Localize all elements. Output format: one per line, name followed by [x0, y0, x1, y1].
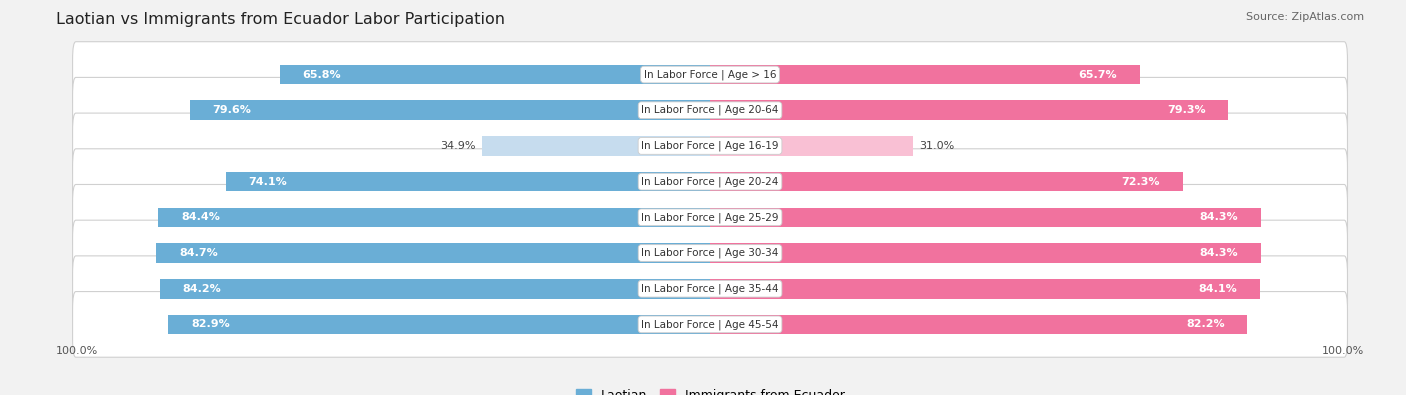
Text: In Labor Force | Age 35-44: In Labor Force | Age 35-44 [641, 284, 779, 294]
Bar [710, 314, 1247, 334]
Text: In Labor Force | Age 20-24: In Labor Force | Age 20-24 [641, 177, 779, 187]
Text: Source: ZipAtlas.com: Source: ZipAtlas.com [1246, 12, 1364, 22]
Bar [159, 207, 710, 227]
Text: 100.0%: 100.0% [56, 346, 98, 356]
FancyBboxPatch shape [73, 184, 1347, 250]
Text: 79.6%: 79.6% [212, 105, 252, 115]
Bar [710, 279, 1260, 299]
FancyBboxPatch shape [73, 292, 1347, 357]
Text: 84.1%: 84.1% [1198, 284, 1237, 294]
FancyBboxPatch shape [73, 42, 1347, 107]
Text: Laotian vs Immigrants from Ecuador Labor Participation: Laotian vs Immigrants from Ecuador Labor… [56, 12, 505, 27]
Text: 84.3%: 84.3% [1199, 213, 1239, 222]
Text: 79.3%: 79.3% [1167, 105, 1205, 115]
Bar [190, 100, 710, 120]
Text: 31.0%: 31.0% [920, 141, 955, 151]
Bar [156, 243, 710, 263]
Text: 82.9%: 82.9% [191, 320, 229, 329]
Text: 34.9%: 34.9% [440, 141, 475, 151]
FancyBboxPatch shape [73, 149, 1347, 214]
Bar [710, 100, 1229, 120]
Text: 84.7%: 84.7% [179, 248, 218, 258]
Bar [280, 65, 710, 85]
Text: 84.2%: 84.2% [183, 284, 221, 294]
Text: In Labor Force | Age 45-54: In Labor Force | Age 45-54 [641, 319, 779, 330]
Text: In Labor Force | Age > 16: In Labor Force | Age > 16 [644, 69, 776, 80]
Text: 84.4%: 84.4% [181, 213, 219, 222]
FancyBboxPatch shape [73, 113, 1347, 179]
FancyBboxPatch shape [73, 220, 1347, 286]
Text: 65.8%: 65.8% [302, 70, 342, 79]
Legend: Laotian, Immigrants from Ecuador: Laotian, Immigrants from Ecuador [571, 384, 849, 395]
Text: 84.3%: 84.3% [1199, 248, 1239, 258]
Text: 65.7%: 65.7% [1078, 70, 1116, 79]
Bar [710, 172, 1182, 192]
FancyBboxPatch shape [73, 77, 1347, 143]
Bar [710, 243, 1261, 263]
Bar [169, 314, 710, 334]
Bar [225, 172, 710, 192]
Bar [710, 207, 1261, 227]
Bar [482, 136, 710, 156]
Text: In Labor Force | Age 16-19: In Labor Force | Age 16-19 [641, 141, 779, 151]
Text: 100.0%: 100.0% [1322, 346, 1364, 356]
Bar [710, 65, 1140, 85]
FancyBboxPatch shape [73, 256, 1347, 322]
Bar [159, 279, 710, 299]
Text: 82.2%: 82.2% [1185, 320, 1225, 329]
Text: In Labor Force | Age 25-29: In Labor Force | Age 25-29 [641, 212, 779, 222]
Text: In Labor Force | Age 30-34: In Labor Force | Age 30-34 [641, 248, 779, 258]
Text: 74.1%: 74.1% [249, 177, 287, 186]
Text: In Labor Force | Age 20-64: In Labor Force | Age 20-64 [641, 105, 779, 115]
Text: 72.3%: 72.3% [1122, 177, 1160, 186]
Bar [710, 136, 912, 156]
